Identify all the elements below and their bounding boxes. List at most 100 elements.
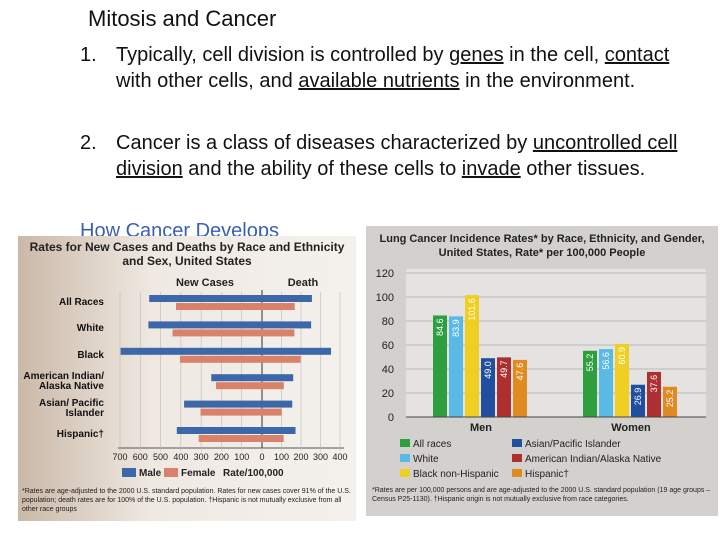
- bar: [647, 371, 661, 417]
- bar: [198, 435, 262, 442]
- value-label: 101.6: [467, 298, 477, 321]
- value-label: 60.9: [617, 347, 627, 365]
- y-tick-label: 40: [382, 364, 394, 376]
- bar: [148, 321, 262, 329]
- footnote: *Rates are age-adjusted to the 2000 U.S.…: [22, 488, 351, 513]
- x-tick-label: 600: [133, 452, 148, 462]
- x-tick-label: Women: [611, 422, 651, 434]
- legend-swatch: [512, 469, 522, 477]
- chart-title: Lung Cancer Incidence Rates* by Race, Et…: [379, 233, 705, 259]
- bar: [149, 295, 262, 302]
- column-label: New Cases: [176, 277, 234, 289]
- value-label: 37.6: [649, 375, 659, 393]
- bar: [513, 359, 527, 417]
- text-run: with other cells, and: [116, 70, 299, 92]
- chart-image: New Cases Death 700 600 500 400 300 200 100 0 100 2…: [18, 236, 356, 521]
- item-text: Typically, cell division is controlled b…: [116, 42, 700, 94]
- list-item: 1. Typically, cell division is controlled…: [80, 42, 700, 94]
- category-label: Hispanic†: [56, 429, 104, 440]
- y-tick-label: 120: [376, 268, 394, 280]
- chart-image: 0 20 40 60 80 100 120 Men 84.6 83.9 101.6 49.0 49.7 4…: [366, 226, 718, 516]
- bar: [262, 347, 332, 355]
- x-tick-label: 100: [274, 452, 289, 462]
- legend-swatch: [164, 468, 178, 477]
- x-tick-label: 300: [194, 452, 209, 462]
- bar: [599, 349, 613, 417]
- x-tick-label: 0: [259, 452, 264, 462]
- bar: [615, 343, 629, 417]
- bar: [449, 316, 463, 417]
- bar: [180, 355, 262, 363]
- chart: 0 20 40 60 80 100 120 Men 84.6 83.9 101.6 49.0 49.7 4…: [376, 268, 706, 480]
- legend-swatch: [122, 468, 136, 477]
- x-tick-label: 400: [173, 452, 188, 462]
- x-tick-label: 700: [112, 452, 127, 462]
- legend-label: Asian/Pacific Islander: [525, 439, 621, 450]
- y-tick-label: 60: [382, 340, 394, 352]
- legend-label: All races: [413, 439, 451, 450]
- underlined-term: uncontrolled cell division: [116, 132, 678, 180]
- text-run: and the ability of these cells to: [182, 158, 462, 180]
- y-tick-label: 20: [382, 388, 394, 400]
- bar: [262, 374, 294, 382]
- bar: [262, 400, 293, 408]
- underlined-term: invade: [461, 158, 521, 180]
- legend-swatch: [400, 439, 410, 447]
- bar: [433, 315, 447, 417]
- legend-label: Male: [139, 468, 162, 479]
- text-run: Cancer is a class of diseases characteri…: [116, 132, 533, 154]
- underlined-term: genes: [449, 44, 504, 66]
- legend-swatch: [512, 439, 522, 447]
- bar: [200, 408, 262, 416]
- category-label: All Races: [58, 297, 104, 308]
- value-label: 55.2: [585, 354, 595, 372]
- text-run: in the environment.: [459, 70, 636, 92]
- bar: [481, 358, 495, 417]
- category-label: American Indian/ Alaska Native: [23, 371, 104, 393]
- x-tick-label: 400: [332, 452, 347, 462]
- x-tick-label: 300: [313, 452, 328, 462]
- bar: [262, 427, 296, 434]
- x-axis-label: Rate/100,000: [223, 468, 284, 479]
- legend-swatch: [512, 454, 522, 462]
- legend-label: Hispanic†: [525, 469, 569, 480]
- x-tick-label: 500: [153, 452, 168, 462]
- legend-label: White: [413, 454, 439, 465]
- bar: [631, 384, 645, 417]
- chart: New Cases Death 700 600 500 400 300 200 100 0 100 2…: [112, 277, 347, 479]
- slide-title: Mitosis and Cancer: [88, 6, 277, 31]
- legend-label: Female: [181, 468, 216, 479]
- bar: [465, 295, 479, 417]
- value-label: 83.9: [451, 319, 461, 337]
- bar: [497, 357, 511, 417]
- item-text: Cancer is a class of diseases characteri…: [116, 130, 700, 182]
- underlined-term: contact: [604, 44, 670, 66]
- value-label: 47.6: [515, 363, 525, 381]
- value-label: 26.9: [633, 388, 643, 406]
- bar: [262, 295, 312, 302]
- bar: [176, 427, 262, 434]
- bar: [262, 435, 284, 442]
- bar: [184, 400, 262, 408]
- bar: [215, 382, 262, 390]
- column-label: Death: [288, 277, 319, 289]
- text-run: in the cell,: [503, 44, 605, 66]
- bar: [120, 347, 262, 355]
- text-run: Typically, cell division is controlled b…: [116, 44, 450, 66]
- bar: [172, 329, 262, 337]
- bar: [583, 350, 597, 417]
- y-tick-label: 80: [382, 316, 394, 328]
- item-number: 2.: [80, 132, 97, 154]
- legend-swatch: [400, 454, 410, 462]
- chart-title: Rates for New Cases and Deaths by Race a…: [29, 240, 345, 268]
- bar: [262, 355, 301, 363]
- legend-label: American Indian/Alaska Native: [525, 454, 662, 465]
- value-label: 25.2: [665, 390, 675, 408]
- item-number: 1.: [80, 44, 97, 66]
- x-tick-label: 100: [234, 452, 249, 462]
- list-item: 2. Cancer is a class of diseases characte…: [80, 130, 700, 182]
- text-run: other tissues.: [520, 158, 646, 180]
- bar: [262, 382, 284, 390]
- footnote: *Rates are per 100,000 persons and are a…: [372, 487, 711, 503]
